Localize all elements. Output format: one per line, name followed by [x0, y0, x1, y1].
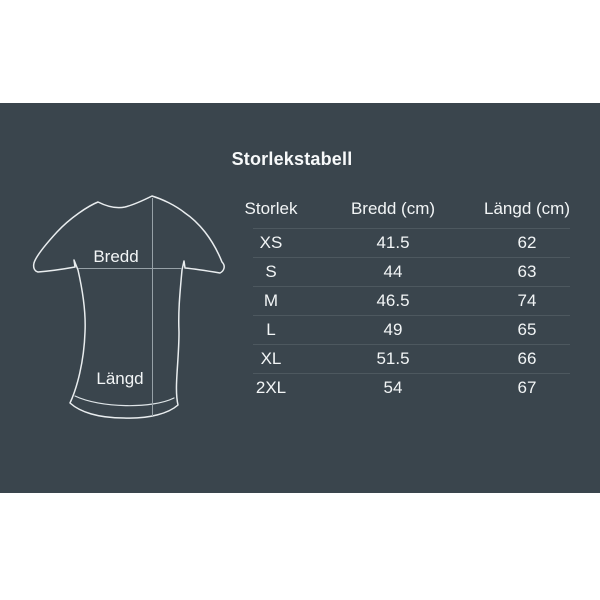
table-row-s: S 44 63	[240, 257, 570, 286]
cell-length: 63	[517, 261, 537, 281]
column-header-size: Storlek	[244, 199, 298, 218]
size-table: Storlek Bredd (cm) Längd (cm) XS 41.5 62…	[240, 190, 570, 402]
table-row-l: L 49 65	[240, 315, 570, 344]
cell-width: 49	[383, 319, 403, 339]
table-row-m: M 46.5 74	[240, 286, 570, 315]
column-header-width: Bredd (cm)	[350, 199, 436, 218]
page-title: Storlekstabell	[231, 149, 353, 169]
cell-width: 41.5	[376, 232, 410, 252]
cell-width: 51.5	[376, 348, 410, 368]
cell-length: 74	[517, 290, 537, 310]
hem-stitch-line	[74, 395, 175, 407]
tshirt-outline-illustration	[32, 195, 225, 419]
cell-length: 66	[517, 348, 537, 368]
cell-width: 44	[383, 261, 403, 281]
cell-length: 62	[517, 232, 537, 252]
cell-size: XL	[260, 348, 282, 368]
table-row-xl: XL 51.5 66	[240, 344, 570, 373]
cell-size: 2XL	[255, 377, 287, 397]
size-chart-panel: Storlekstabell Bredd Längd Storlek Bredd…	[0, 103, 600, 493]
cell-size: M	[263, 290, 279, 310]
cell-length: 67	[517, 377, 537, 397]
cell-size: S	[265, 261, 277, 281]
cell-size: XS	[259, 232, 283, 252]
cell-width: 46.5	[376, 290, 410, 310]
size-table-header: Storlek Bredd (cm) Längd (cm)	[240, 190, 570, 228]
length-label: Längd	[96, 369, 144, 388]
cell-size: L	[266, 319, 276, 339]
table-row-xs: XS 41.5 62	[240, 228, 570, 257]
cell-length: 65	[517, 319, 537, 339]
width-label: Bredd	[93, 247, 139, 266]
table-row-2xl: 2XL 54 67	[240, 373, 570, 402]
cell-width: 54	[383, 377, 403, 397]
tshirt-diagram: Bredd Längd	[28, 192, 232, 428]
tshirt-outline-path	[32, 195, 225, 419]
column-header-length: Längd (cm)	[484, 199, 570, 218]
